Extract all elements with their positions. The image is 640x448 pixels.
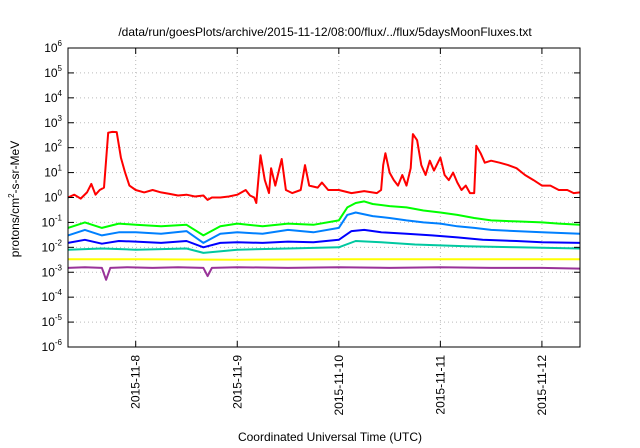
series-line-7 [67, 266, 581, 281]
y-tick-base: 10 [42, 240, 56, 254]
series-line-3 [67, 211, 581, 244]
series-line-4 [67, 228, 581, 249]
y-tick-exp: 5 [58, 64, 63, 73]
x-tick-label: 2015-11-12 [535, 355, 549, 416]
y-tick-exp: -6 [55, 338, 63, 347]
y-axis-label-sup: 2 [7, 193, 16, 198]
y-tick-label: 104 [44, 89, 62, 105]
series-group [67, 130, 581, 281]
y-tick-base: 10 [44, 66, 58, 80]
grid-lines [68, 48, 580, 347]
y-tick-base: 10 [42, 315, 56, 329]
y-tick-base: 10 [44, 141, 58, 155]
x-tick-label: 2015-11-10 [332, 355, 346, 416]
y-tick-label: 10-3 [42, 263, 63, 279]
chart-title: /data/run/goesPlots/archive/2015-11-12/0… [118, 25, 532, 39]
y-tick-label: 10-5 [42, 313, 63, 329]
y-tick-base: 10 [44, 41, 58, 55]
y-axis-label-rest: -s-sr-MeV [8, 141, 22, 194]
y-tick-base: 10 [44, 191, 58, 205]
y-tick-label: 105 [44, 64, 62, 80]
y-tick-base: 10 [44, 166, 58, 180]
x-axis-ticks: 2015-11-8 2015-11-9 2015-11-10 2015-11-11 20… [129, 48, 549, 416]
y-tick-exp: 3 [58, 114, 63, 123]
y-tick-label: 10-6 [42, 338, 63, 354]
y-tick-label: 106 [44, 39, 62, 55]
y-tick-base: 10 [44, 116, 58, 130]
y-tick-exp: -1 [55, 213, 63, 222]
y-tick-label: 10-1 [42, 213, 63, 229]
y-tick-exp: 1 [58, 164, 63, 173]
y-tick-exp: 6 [58, 39, 63, 48]
y-axis-label: protons/cm2-s-sr-MeV [7, 141, 22, 257]
y-tick-label: 102 [44, 139, 62, 155]
y-tick-label: 100 [44, 189, 62, 205]
y-tick-base: 10 [42, 265, 56, 279]
y-tick-base: 10 [42, 215, 56, 229]
y-tick-base: 10 [44, 91, 58, 105]
series-line-1 [67, 130, 581, 204]
y-tick-base: 10 [42, 290, 56, 304]
x-tick-label: 2015-11-8 [129, 355, 143, 409]
y-axis-label-main: protons/cm [8, 198, 22, 257]
series-line-2 [67, 200, 581, 237]
y-tick-label: 103 [44, 114, 62, 130]
y-tick-exp: -4 [55, 288, 63, 297]
y-tick-exp: 4 [58, 89, 63, 98]
y-tick-exp: -2 [55, 238, 63, 247]
series-line-5 [67, 240, 581, 254]
y-tick-exp: 2 [58, 139, 63, 148]
x-axis-label: Coordinated Universal Time (UTC) [238, 430, 422, 444]
y-tick-label: 10-2 [42, 238, 63, 254]
y-axis-ticks: 10-610-510-410-310-210-11001011021031041… [42, 39, 580, 354]
y-tick-base: 10 [42, 340, 56, 354]
y-tick-exp: -3 [55, 263, 63, 272]
x-tick-label: 2015-11-9 [230, 355, 244, 409]
y-tick-label: 101 [44, 164, 62, 180]
y-tick-exp: -5 [55, 313, 63, 322]
x-tick-label: 2015-11-11 [433, 355, 447, 415]
y-tick-exp: 0 [58, 189, 63, 198]
y-tick-label: 10-4 [42, 288, 63, 304]
